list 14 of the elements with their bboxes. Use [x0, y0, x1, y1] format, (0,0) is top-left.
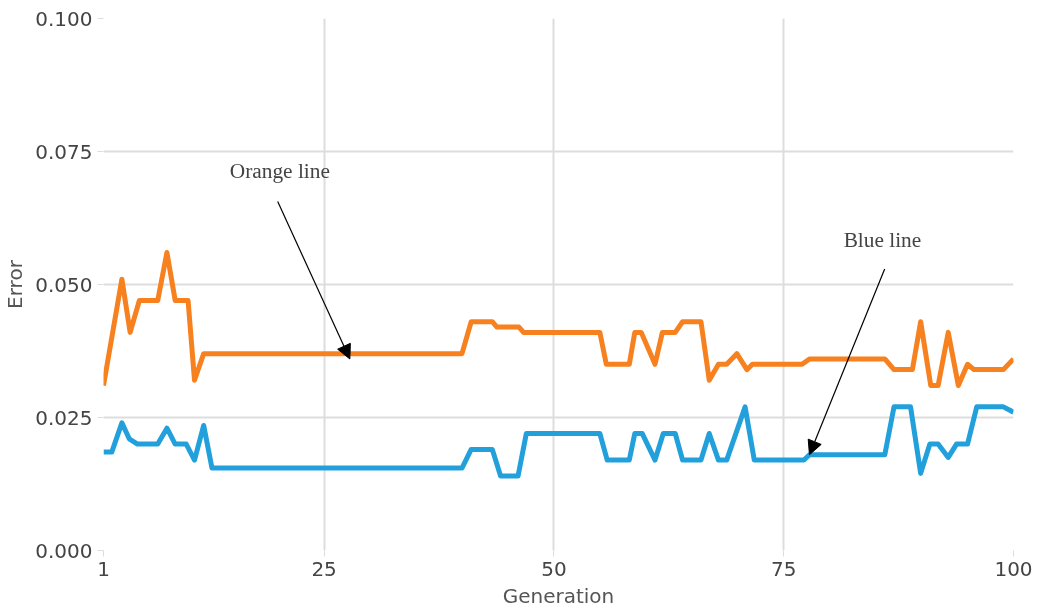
- x-tick-label: 50: [541, 556, 567, 581]
- x-tick-label: 1: [97, 556, 110, 581]
- y-tick-label: 0.075: [35, 139, 93, 164]
- x-tick-label: 75: [770, 556, 797, 581]
- y-tick-label: 0.100: [35, 6, 93, 31]
- x-tick-label: 100: [994, 556, 1033, 581]
- y-tick-label: 0.025: [35, 405, 93, 430]
- y-axis-title: Error: [3, 259, 28, 309]
- y-tick-label: 0.050: [35, 272, 93, 297]
- annotation: Blue line: [843, 227, 922, 252]
- annotation: Orange line: [229, 158, 330, 183]
- x-tick-label: 25: [311, 556, 337, 581]
- x-axis-title: Generation: [502, 583, 615, 608]
- y-tick-label: 0.000: [35, 538, 93, 563]
